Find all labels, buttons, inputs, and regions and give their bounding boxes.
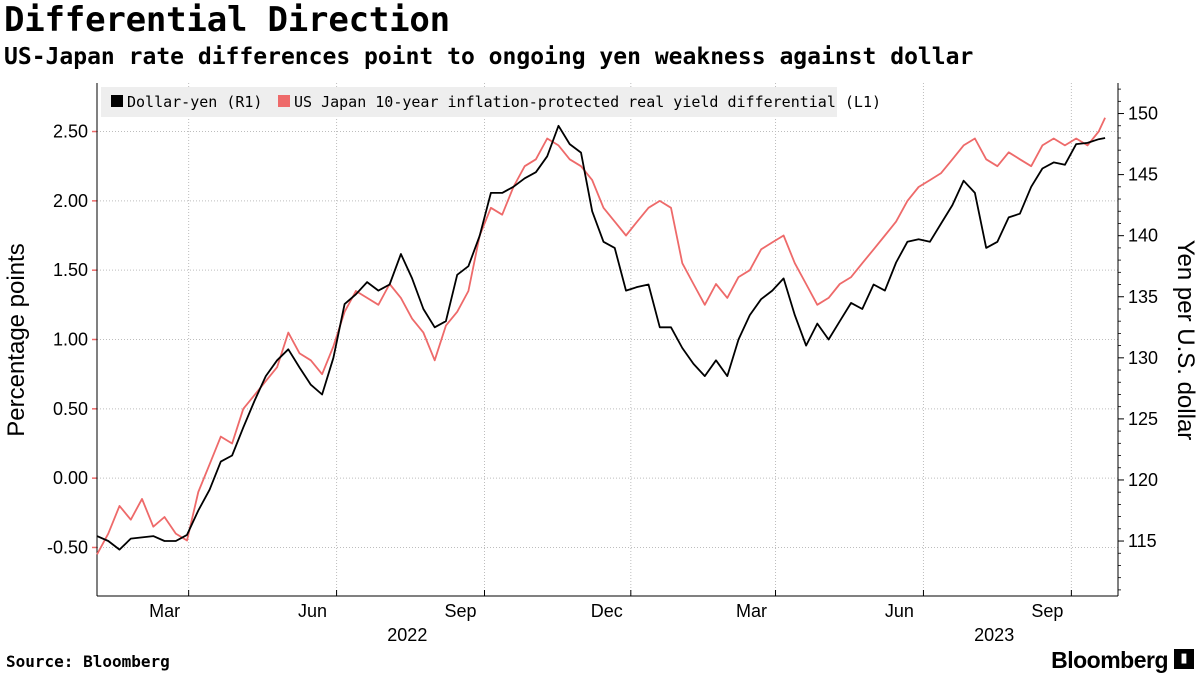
left-tick-label: -0.50 <box>47 537 88 557</box>
legend-box <box>101 87 837 117</box>
legend-swatch-dollar-yen <box>111 95 123 107</box>
legend: Dollar-yen (R1) US Japan 10-year inflatio… <box>101 87 881 117</box>
series-lines <box>96 117 1106 555</box>
right-tick-label: 145 <box>1128 165 1158 185</box>
right-tick-label: 115 <box>1128 531 1157 551</box>
x-tick-label: Dec <box>591 601 623 621</box>
right-tick-label: 120 <box>1128 470 1158 490</box>
left-tick-label: 2.00 <box>53 191 88 211</box>
right-tick-label: 125 <box>1128 409 1158 429</box>
left-tick-label: 0.00 <box>53 468 88 488</box>
source-note: Source: Bloomberg <box>6 652 170 671</box>
bloomberg-mark-icon: ▮ <box>1174 649 1194 669</box>
right-tick-label: 140 <box>1128 226 1158 246</box>
x-tick-label: Jun <box>298 601 327 621</box>
right-tick-label: 135 <box>1128 287 1158 307</box>
left-tick-label: 0.50 <box>53 399 88 419</box>
legend-label-dollar-yen: Dollar-yen (R1) <box>127 93 262 111</box>
chart-title: Differential Direction <box>4 0 450 40</box>
left-tick-label: 1.50 <box>53 260 88 280</box>
right-tick-label: 130 <box>1128 348 1158 368</box>
x-year-label: 2023 <box>974 625 1014 645</box>
gridlines <box>97 83 1118 596</box>
left-tick-label: 1.00 <box>53 330 88 350</box>
bloomberg-logo: Bloomberg <box>1051 647 1168 673</box>
x-tick-label: Mar <box>149 601 180 621</box>
chart-subtitle: US-Japan rate differences point to ongoi… <box>4 44 974 70</box>
x-tick-label: Jun <box>885 601 914 621</box>
x-tick-label: Sep <box>1031 601 1063 621</box>
x-tick-label: Sep <box>444 601 476 621</box>
right-tick-label: 150 <box>1128 104 1158 124</box>
dollar-yen-line <box>96 124 1106 551</box>
left-axis-title: Percentage points <box>3 243 30 436</box>
x-tick-label: Mar <box>736 601 767 621</box>
right-axis-title: Yen per U.S. dollar <box>1172 240 1199 441</box>
axes: -0.50 0.00 0.50 1.00 1.50 2.00 2.50 115 120 125 13… <box>3 83 1199 645</box>
x-year-label: 2022 <box>387 625 427 645</box>
left-tick-label: 2.50 <box>53 122 88 142</box>
legend-label-real-yield-diff: US Japan 10-year inflation-protected rea… <box>294 93 881 111</box>
legend-swatch-real-yield-diff <box>278 95 290 107</box>
real-yield-diff-line <box>96 117 1106 555</box>
